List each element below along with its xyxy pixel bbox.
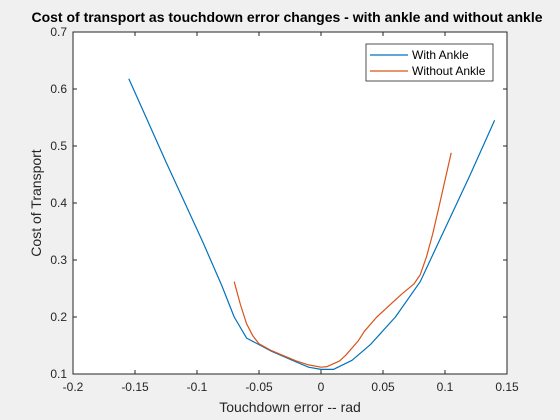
legend-label-with-ankle: With Ankle bbox=[412, 48, 469, 62]
chart-title: Cost of transport as touchdown error cha… bbox=[31, 9, 542, 25]
y-tick-label: 0.5 bbox=[50, 139, 67, 153]
series-line-0 bbox=[128, 78, 496, 370]
x-tick-label: 0.05 bbox=[371, 380, 395, 394]
y-tick-label: 0.6 bbox=[50, 82, 67, 96]
plot-area bbox=[73, 32, 507, 374]
y-tick-label: 0.3 bbox=[50, 253, 67, 267]
y-axis-label: Cost of Transport bbox=[28, 149, 44, 256]
x-tick-label: 0.1 bbox=[437, 380, 454, 394]
x-tick-label: 0.15 bbox=[495, 380, 519, 394]
legend: With Ankle Without Ankle bbox=[365, 43, 494, 82]
x-tick-label: -0.15 bbox=[121, 380, 149, 394]
legend-label-without-ankle: Without Ankle bbox=[412, 64, 486, 78]
legend-box bbox=[365, 43, 494, 82]
x-tick-label: -0.2 bbox=[63, 380, 84, 394]
y-tick-label: 0.7 bbox=[50, 25, 67, 39]
series-layer bbox=[128, 78, 496, 370]
series-line-1 bbox=[233, 152, 452, 368]
y-tick-label: 0.1 bbox=[50, 367, 67, 381]
tick-layer: -0.2 -0.15 -0.1 -0.05 0 0.05 0.1 0.15 0.1 0.2 0.3 0… bbox=[50, 25, 519, 394]
x-tick-label: -0.05 bbox=[245, 380, 273, 394]
x-tick-label: 0 bbox=[318, 380, 325, 394]
y-tick-label: 0.4 bbox=[50, 196, 67, 210]
x-tick-label: -0.1 bbox=[187, 380, 208, 394]
y-tick-label: 0.2 bbox=[50, 310, 67, 324]
x-axis-label: Touchdown error -- rad bbox=[219, 399, 361, 415]
